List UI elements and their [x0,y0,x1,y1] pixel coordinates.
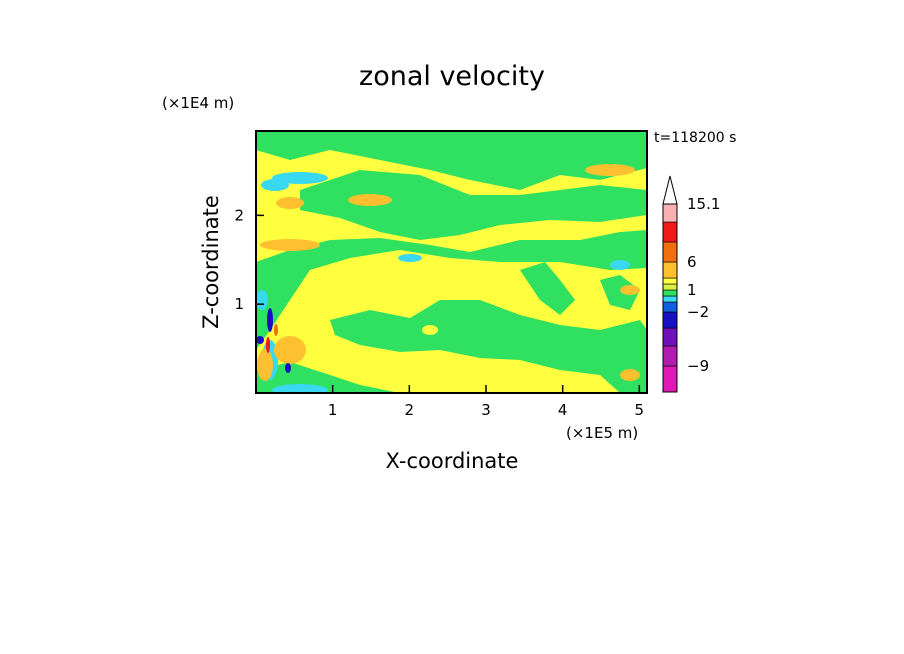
time-label: t=118200 s [654,130,736,146]
colorbar-label: −9 [687,357,709,375]
colorbar-segment [662,203,678,223]
x-tick-label: 3 [481,401,491,419]
colorbar-label: 15.1 [687,195,720,213]
colorbar-segment [662,365,678,393]
y-tick-label: 2 [234,206,244,224]
colorbar-label: −2 [687,303,709,321]
colorbar-segment [662,261,678,279]
colorbar-segment [662,283,678,291]
colorbar-segment [662,311,678,329]
y-tick-label: 1 [234,295,244,313]
x-axis-label: X-coordinate [386,449,519,473]
colorbar-segment [662,301,678,313]
colorbar-segment [662,295,678,303]
colorbar-label: 1 [687,281,697,299]
x-tick-label: 1 [328,401,338,419]
colorbar-segment [662,327,678,347]
y-axis-label: Z-coordinate [199,195,223,329]
x-unit-label: (×1E5 m) [566,424,638,442]
colorbar: 15.1 6 1 −2 −9 [662,175,720,393]
x-tick-label: 5 [635,401,645,419]
y-axis: 12 [234,206,264,313]
contour-field [256,131,647,393]
colorbar-segment [662,241,678,263]
x-axis: 1 2 3 4 5 [328,385,644,419]
colorbar-segment [662,289,678,297]
chart-title: zonal velocity [359,61,545,92]
colorbar-segment [662,221,678,243]
x-tick-label: 2 [405,401,415,419]
colorbar-extend-triangle [662,175,678,205]
y-unit-label: (×1E4 m) [162,94,234,112]
colorbar-label: 6 [687,253,697,271]
plot-frame [255,130,648,394]
x-tick-label: 4 [558,401,568,419]
colorbar-segment [662,345,678,367]
colorbar-frame [662,203,678,393]
colorbar-segment [662,277,678,285]
